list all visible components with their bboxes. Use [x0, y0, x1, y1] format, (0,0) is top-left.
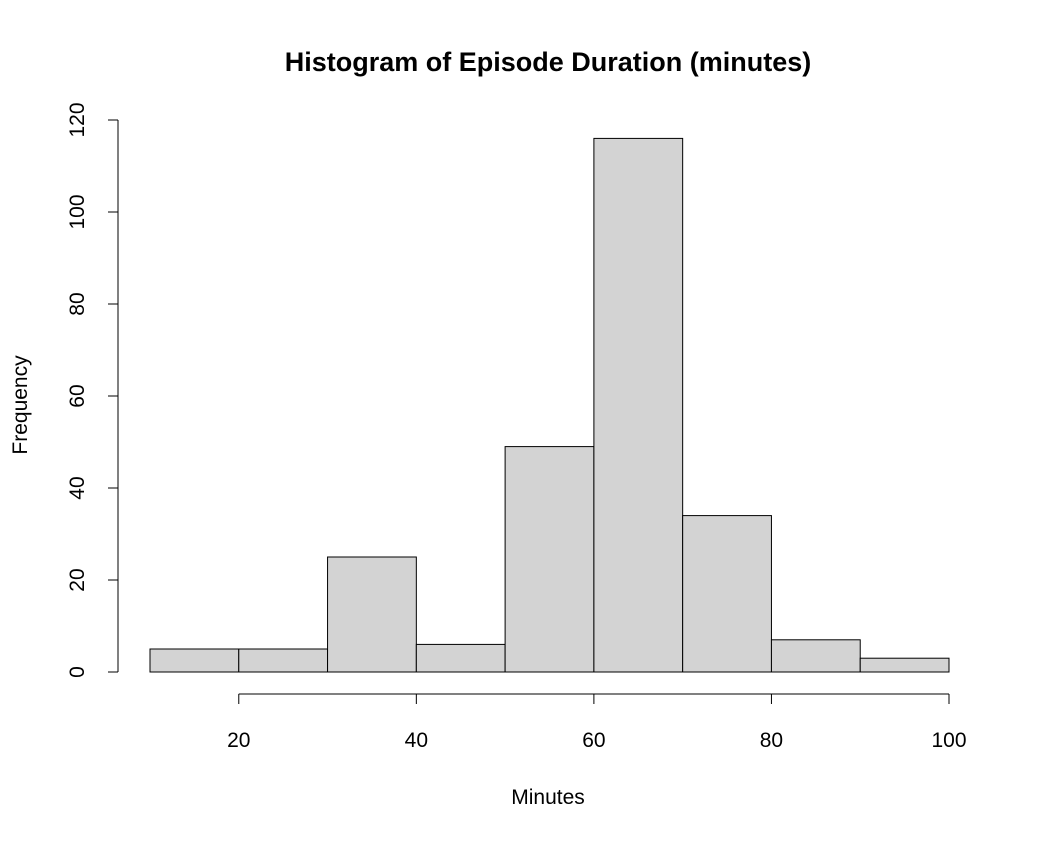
histogram-bar-60-70 — [593, 137, 684, 673]
histogram-bar-30-40 — [327, 556, 417, 673]
y-tick-label: 0 — [66, 666, 89, 678]
chart-title: Histogram of Episode Duration (minutes) — [285, 47, 812, 77]
y-tick-label: 20 — [66, 568, 89, 591]
y-tick-label: 100 — [66, 194, 89, 229]
x-axis-label: Minutes — [511, 786, 585, 809]
histogram-bar-50-60 — [504, 446, 595, 673]
histogram-bar-10-20 — [149, 648, 240, 673]
y-tick-label: 60 — [66, 384, 89, 407]
histogram-bar-20-30 — [238, 648, 329, 673]
x-tick-label: 100 — [931, 729, 966, 752]
bars-group — [149, 137, 950, 673]
y-tick-label: 40 — [66, 476, 89, 499]
y-axis: 0 20 40 60 80 100 120 — [66, 102, 119, 678]
x-tick-label: 60 — [582, 729, 605, 752]
x-tick-label: 40 — [405, 729, 428, 752]
histogram-bar-40-50 — [415, 643, 506, 673]
x-tick-label: 80 — [760, 729, 783, 752]
x-tick-label: 20 — [227, 729, 250, 752]
histogram-bar-70-80 — [682, 515, 772, 673]
x-axis: 20 40 60 80 100 — [227, 693, 967, 752]
histogram-bar-90-100 — [859, 657, 950, 673]
y-tick-label: 80 — [66, 292, 89, 315]
y-tick-label: 120 — [66, 102, 89, 137]
histogram-bar-80-90 — [770, 639, 861, 673]
y-axis-label: Frequency — [9, 355, 32, 455]
